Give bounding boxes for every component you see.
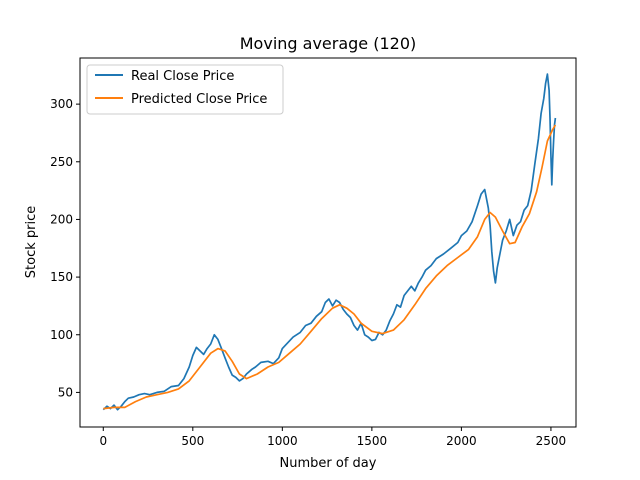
y-tick-label: 250: [50, 155, 73, 169]
legend-label-predicted: Predicted Close Price: [131, 92, 267, 107]
y-tick-label: 200: [50, 212, 73, 226]
x-tick-label: 500: [181, 434, 204, 448]
x-tick-label: 2500: [536, 434, 567, 448]
y-tick-label: 300: [50, 97, 73, 111]
series-layer: [102, 73, 557, 411]
x-axis-label: Number of day: [280, 456, 377, 471]
x-tick-label: 0: [99, 434, 107, 448]
chart-title: Moving average (120): [240, 34, 417, 53]
ticks-layer: 0 500 1000 1500 2000 2500 50 100 150 200 250 300: [50, 97, 566, 448]
y-tick-label: 50: [58, 385, 73, 399]
legend-label-real: Real Close Price: [131, 69, 234, 84]
series-line-predicted-close-price: [103, 124, 557, 410]
legend: Real Close Price Predicted Close Price: [86, 64, 284, 115]
y-tick-label: 150: [50, 270, 73, 284]
legend-box: [86, 64, 284, 115]
x-tick-label: 1000: [267, 434, 298, 448]
x-tick-label: 2000: [446, 434, 477, 448]
plot-frame: [79, 57, 577, 428]
y-tick-label: 100: [50, 328, 73, 342]
series-line-real-close-price: [102, 73, 557, 411]
y-axis-label: Stock price: [24, 206, 39, 278]
x-tick-label: 1500: [357, 434, 388, 448]
